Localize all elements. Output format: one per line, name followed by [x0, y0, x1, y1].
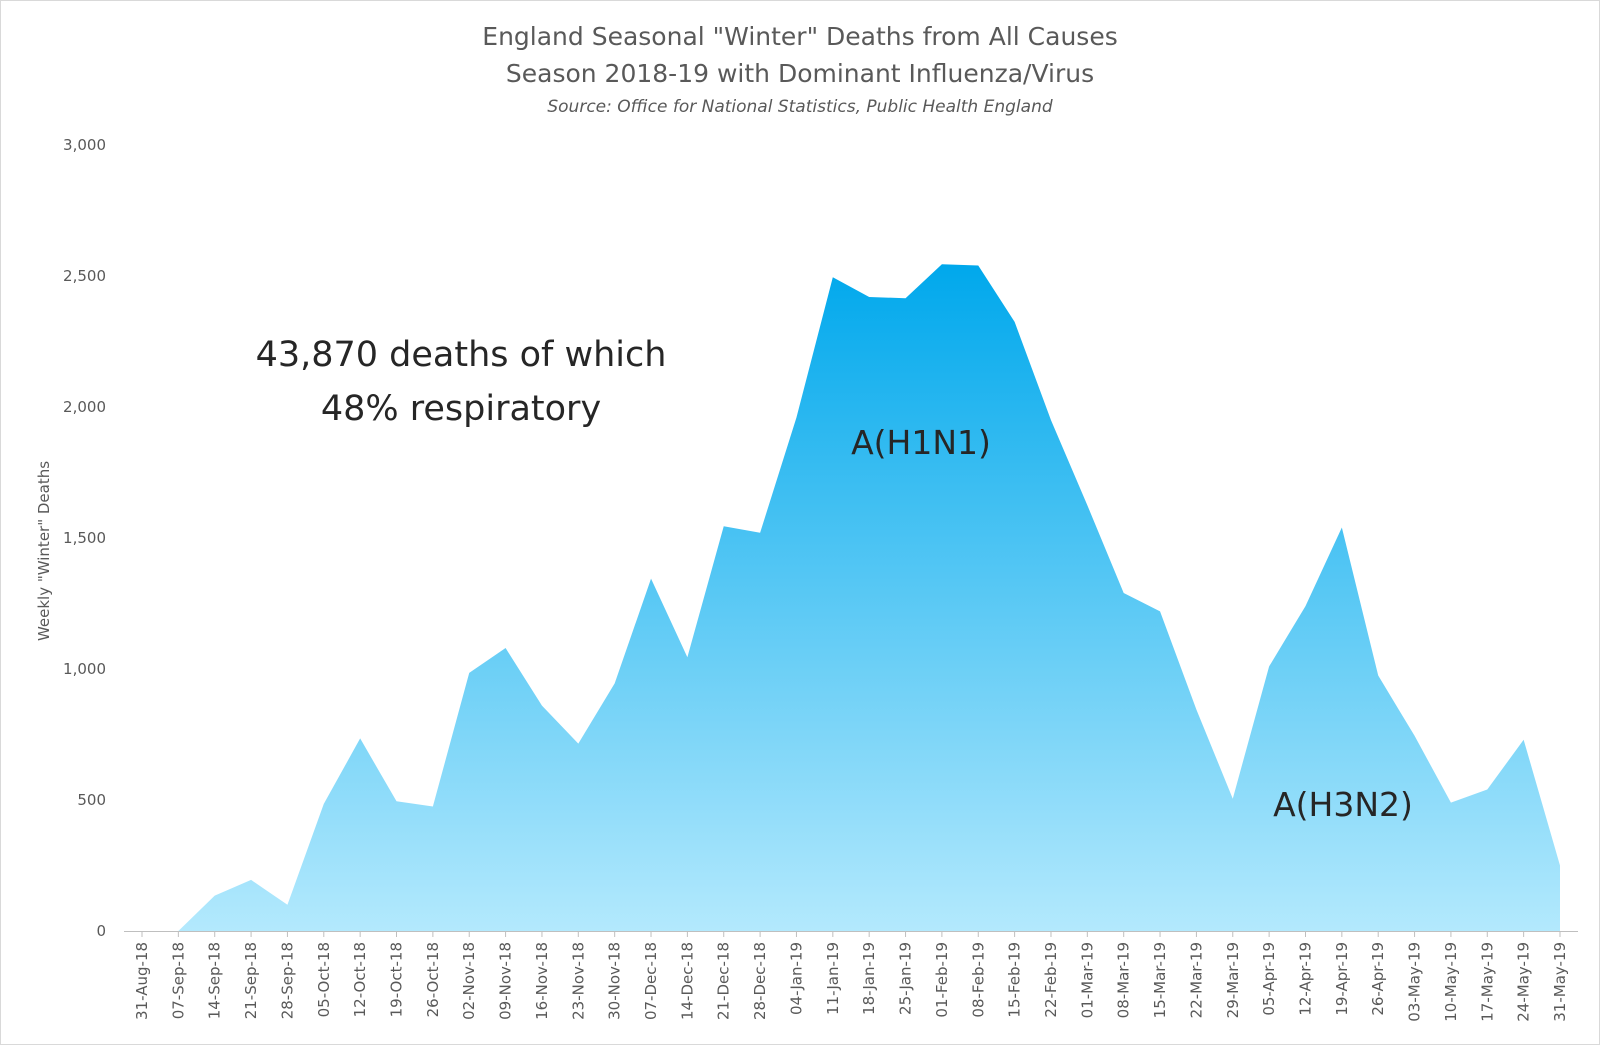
x-tick-label: 15-Mar-19 — [1151, 942, 1169, 1018]
summary-annotation-line2: 48% respiratory — [321, 389, 601, 429]
x-tick-label: 21-Sep-18 — [242, 942, 260, 1019]
summary-annotation-line1: 43,870 deaths of which — [256, 335, 667, 375]
x-tick-label: 21-Dec-18 — [715, 942, 733, 1020]
x-tick-label: 02-Nov-18 — [460, 942, 478, 1020]
x-tick-label: 12-Apr-19 — [1296, 942, 1314, 1016]
y-axis-ticks: 0 500 1,000 1,500 2,000 2,500 3,000 — [63, 136, 106, 940]
h1n1-annotation: A(H1N1) — [851, 423, 991, 462]
x-axis-ticks: 31-Aug-18 07-Sep-18 14-Sep-18 21-Sep-18 28-S… — [133, 931, 1569, 1022]
x-tick-label: 28-Dec-18 — [751, 942, 769, 1020]
x-tick-label: 23-Nov-18 — [569, 942, 587, 1020]
x-tick-label: 26-Oct-18 — [424, 942, 442, 1017]
chart-subtitle: Season 2018-19 with Dominant Influenza/V… — [506, 59, 1094, 88]
x-tick-label: 07-Dec-18 — [642, 942, 660, 1020]
x-tick-label: 10-May-19 — [1442, 942, 1460, 1022]
x-tick-label: 18-Jan-19 — [860, 942, 878, 1015]
y-axis-label: Weekly "Winter" Deaths — [35, 461, 53, 641]
x-tick-label: 14-Sep-18 — [206, 942, 224, 1019]
x-tick-label: 17-May-19 — [1478, 942, 1496, 1022]
x-tick-label: 29-Mar-19 — [1224, 942, 1242, 1018]
x-tick-label: 09-Nov-18 — [497, 942, 515, 1020]
y-tick-label: 500 — [77, 791, 106, 809]
x-tick-label: 22-Feb-19 — [1042, 942, 1060, 1018]
x-tick-label: 19-Apr-19 — [1333, 942, 1351, 1016]
y-tick-label: 0 — [96, 922, 106, 940]
x-tick-label: 01-Feb-19 — [933, 942, 951, 1018]
x-tick-label: 11-Jan-19 — [824, 942, 842, 1015]
x-tick-label: 04-Jan-19 — [787, 942, 805, 1015]
x-tick-label: 15-Feb-19 — [1006, 942, 1024, 1018]
deaths-area-series — [142, 264, 1560, 932]
y-tick-label: 1,000 — [63, 660, 106, 678]
chart-source: Source: Office for National Statistics, … — [547, 97, 1052, 117]
x-tick-label: 28-Sep-18 — [278, 942, 296, 1019]
chart-title: England Seasonal "Winter" Deaths from Al… — [482, 22, 1117, 51]
x-tick-label: 25-Jan-19 — [897, 942, 915, 1015]
x-tick-label: 03-May-19 — [1406, 942, 1424, 1022]
h3n2-annotation: A(H3N2) — [1273, 785, 1413, 824]
x-tick-label: 24-May-19 — [1515, 942, 1533, 1022]
x-tick-label: 12-Oct-18 — [351, 942, 369, 1017]
x-tick-label: 08-Mar-19 — [1115, 942, 1133, 1018]
x-tick-label: 31-May-19 — [1551, 942, 1569, 1022]
x-tick-label: 30-Nov-18 — [606, 942, 624, 1020]
x-tick-label: 08-Feb-19 — [969, 942, 987, 1018]
x-tick-label: 22-Mar-19 — [1187, 942, 1205, 1018]
y-tick-label: 1,500 — [63, 529, 106, 547]
y-tick-label: 2,500 — [63, 267, 106, 285]
y-tick-label: 2,000 — [63, 398, 106, 416]
x-tick-label: 01-Mar-19 — [1078, 942, 1096, 1018]
x-tick-label: 07-Sep-18 — [169, 942, 187, 1019]
x-tick-label: 05-Apr-19 — [1260, 942, 1278, 1016]
x-tick-label: 31-Aug-18 — [133, 942, 151, 1020]
y-tick-label: 3,000 — [63, 136, 106, 154]
x-tick-label: 26-Apr-19 — [1369, 942, 1387, 1016]
x-tick-label: 05-Oct-18 — [315, 942, 333, 1017]
x-tick-label: 16-Nov-18 — [533, 942, 551, 1020]
x-tick-label: 14-Dec-18 — [678, 942, 696, 1020]
x-tick-label: 19-Oct-18 — [388, 942, 406, 1017]
